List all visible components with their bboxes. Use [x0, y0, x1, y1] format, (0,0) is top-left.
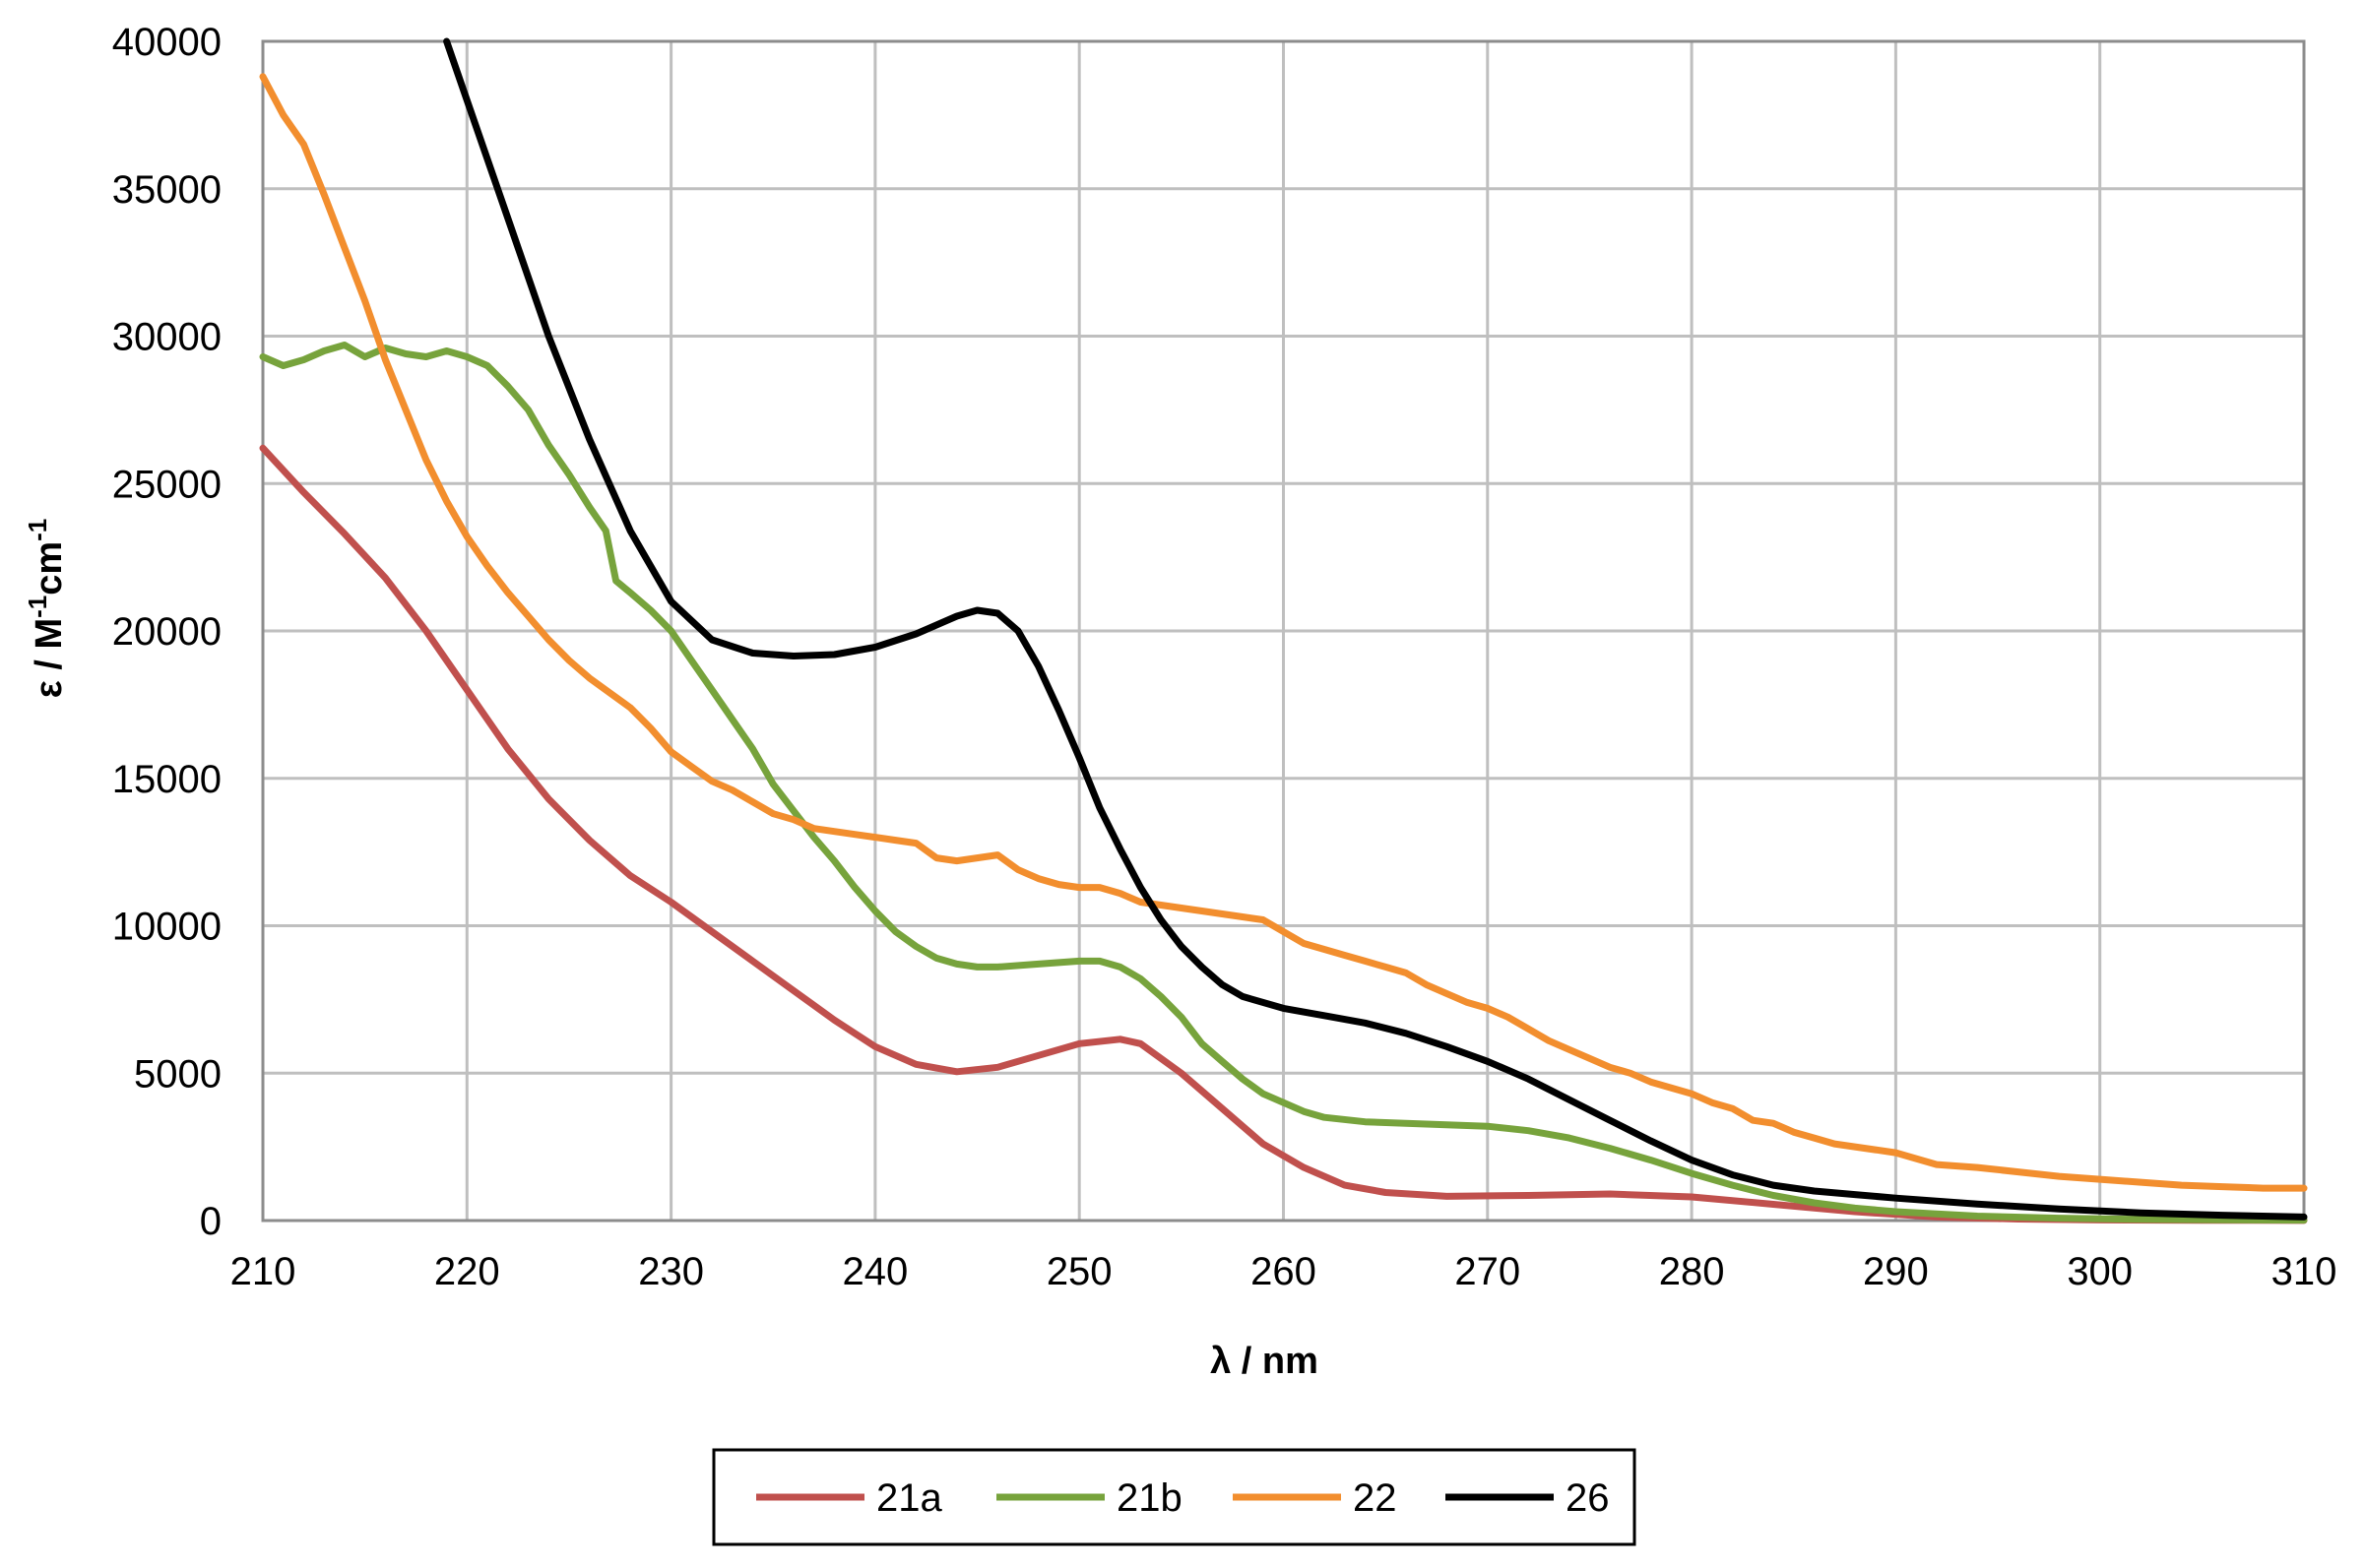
y-axis-title: ε / M-1cm-1	[23, 519, 70, 699]
series-line-26	[443, 37, 2308, 1221]
x-tick-label: 210	[230, 1250, 296, 1293]
y-axis-title-prefix: ε / M	[29, 618, 70, 698]
x-tick-label: 220	[434, 1250, 500, 1293]
series-line-22	[259, 73, 2308, 1192]
x-tick-label: 250	[1047, 1250, 1113, 1293]
y-axis-title-sup1: -1	[23, 596, 52, 618]
series-line-21b	[259, 342, 2308, 1224]
y-tick-label: 40000	[112, 21, 222, 64]
y-tick-label: 30000	[112, 316, 222, 359]
x-tick-labels: 210 220 230 240 250 260 270 280 290 300 310	[230, 1250, 2337, 1293]
y-tick-labels: 0 5000 10000 15000 20000 25000 30000 35000 40000	[112, 21, 222, 1243]
legend-items: 21a 21b 22 26	[756, 1476, 1610, 1520]
legend-label-22: 22	[1353, 1476, 1397, 1520]
x-tick-label: 280	[1659, 1250, 1725, 1293]
plot-area-border	[261, 39, 2306, 1223]
x-tick-label: 310	[2271, 1250, 2337, 1293]
y-tick-label: 20000	[112, 610, 222, 654]
x-tick-label: 260	[1250, 1250, 1316, 1293]
y-tick-label: 15000	[112, 758, 222, 801]
x-tick-label: 300	[2067, 1250, 2133, 1293]
x-tick-label: 230	[638, 1250, 704, 1293]
series-line-21a	[259, 444, 2308, 1224]
y-tick-label: 10000	[112, 906, 222, 949]
x-axis-title: λ / nm	[1210, 1341, 1318, 1382]
legend-label-21b: 21b	[1117, 1476, 1183, 1520]
legend-label-21a: 21a	[876, 1476, 942, 1520]
y-axis-title-sup2: -1	[23, 519, 52, 541]
legend-label-26: 26	[1566, 1476, 1610, 1520]
y-axis-title-mid: cm	[29, 541, 70, 596]
y-tick-label: 35000	[112, 168, 222, 212]
series-lines	[259, 37, 2308, 1224]
y-tick-label: 5000	[134, 1052, 222, 1096]
y-tick-label: 0	[200, 1200, 222, 1243]
x-tick-label: 290	[1863, 1250, 1929, 1293]
x-tick-label: 270	[1454, 1250, 1520, 1293]
x-tick-label: 240	[843, 1250, 909, 1293]
y-tick-label: 25000	[112, 463, 222, 506]
